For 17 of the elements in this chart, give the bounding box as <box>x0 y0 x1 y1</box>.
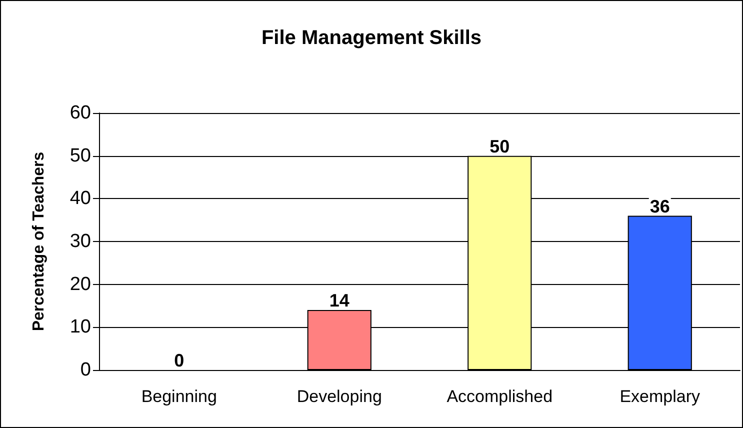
x-tick-label: Accomplished <box>446 387 553 406</box>
data-label: 0 <box>174 350 184 370</box>
x-tick-label: Developing <box>296 387 382 406</box>
x-tick-label: Exemplary <box>620 387 701 406</box>
y-tick-label: 0 <box>80 360 91 380</box>
data-label: 36 <box>650 196 670 216</box>
chart-title: File Management Skills <box>261 27 482 49</box>
y-axis-title: Percentage of Teachers <box>30 152 48 332</box>
y-tick-label: 20 <box>70 274 91 295</box>
y-tick-label: 30 <box>70 231 91 252</box>
y-tick-label: 50 <box>70 145 91 166</box>
y-tick-label: 10 <box>70 316 91 338</box>
data-label: 14 <box>329 290 350 311</box>
y-tick-label: 60 <box>70 102 91 124</box>
data-label: 50 <box>490 136 510 156</box>
x-tick-label: Beginning <box>141 387 217 406</box>
y-tick-label: 40 <box>70 188 91 210</box>
